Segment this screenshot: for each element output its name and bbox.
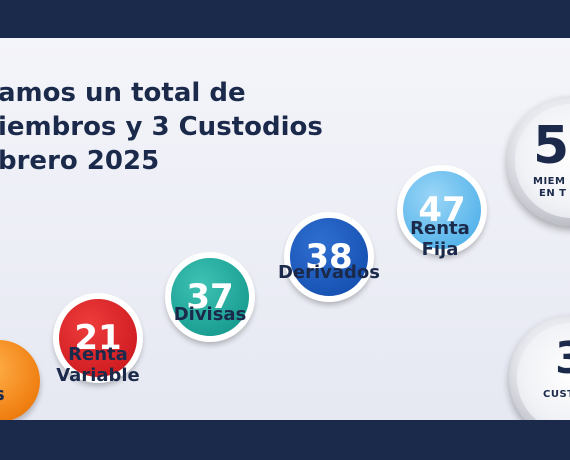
members-total-caption-line-1: MIEM [533,176,566,187]
custodians-total-number: 3 [555,335,570,383]
headline-line-3: brero 2025 [0,146,160,176]
category-label-renta-fija: Renta Fija [394,218,486,260]
members-total-caption-line-2: EN T [539,188,567,199]
category-label-derivados: Derivados [276,262,382,283]
members-total-number: 5 [533,116,570,176]
category-label-orange-line-1: s [0,384,5,405]
category-label-renta-variable-line-2: Variable [56,365,140,386]
category-label-derivados-line-1: Derivados [277,262,381,283]
custodians-total-medallion: 3 CUST [509,315,570,420]
headline-line-1: amos un total de [0,78,246,108]
bubble-ring [284,212,374,302]
category-bubble-orange [0,340,40,420]
category-label-renta-variable-line-1: Renta [68,344,128,365]
category-label-renta-fija-line-1: Renta [410,218,470,239]
category-label-divisas: Divisas [164,304,256,325]
category-bubble-divisas: 37 [165,252,255,342]
category-label-orange: s [0,384,5,405]
bubble-ring [53,293,143,383]
members-total-medallion: 5 MIEM EN T [507,96,570,226]
bubble-ring [397,165,487,255]
headline: amos un total de iembros y 3 Custodios b… [0,76,323,178]
category-bubble-renta-fija: 47 [397,165,487,255]
category-bubble-derivados: 38 [284,212,374,302]
category-label-divisas-line-1: Divisas [173,304,247,325]
category-bubble-renta-variable: 21 [53,293,143,383]
content-panel: amos un total de iembros y 3 Custodios b… [0,38,570,420]
bubble-ring [165,252,255,342]
custodians-total-caption: CUST [543,389,570,400]
category-label-renta-fija-line-2: Fija [421,239,459,260]
category-label-renta-variable: Renta Variable [52,344,144,386]
headline-line-2: iembros y 3 Custodios [0,112,323,142]
